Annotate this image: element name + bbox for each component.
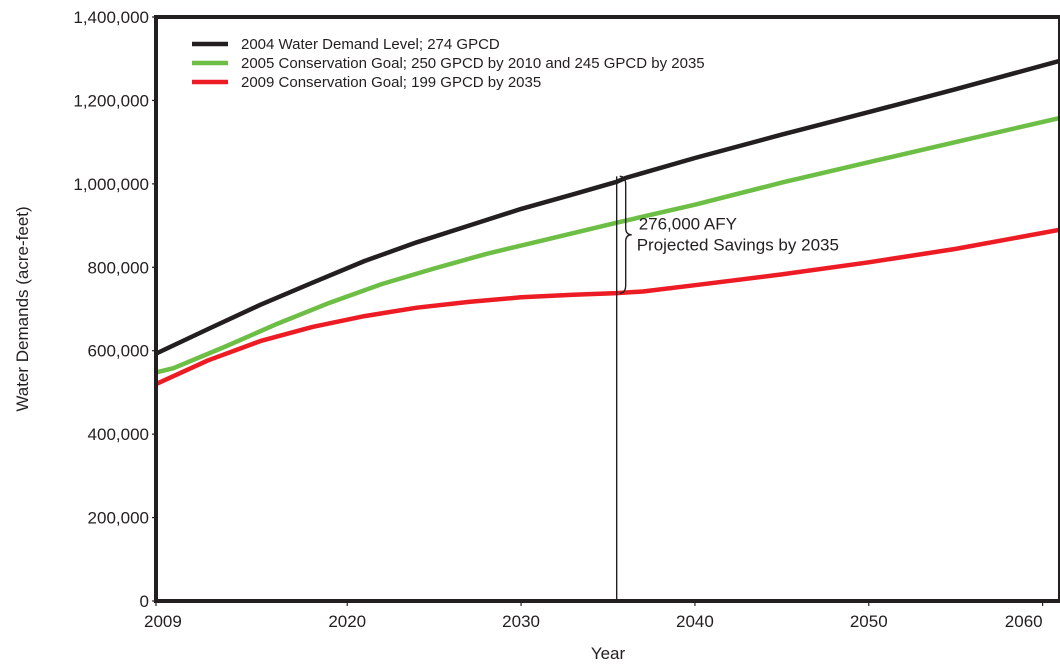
y-tick-label: 0 [140,592,149,611]
series-line-3 [155,227,1060,387]
series-line-2 [155,115,1060,375]
annotation-savings-label: Projected Savings by 2035 [637,236,839,255]
x-axis-title: Year [591,644,626,663]
legend-label-2: 2005 Conservation Goal; 250 GPCD by 2010… [241,55,705,72]
x-tick-label: 2030 [502,612,540,631]
y-tick-label: 400,000 [88,425,149,444]
legend: 2004 Water Demand Level; 274 GPCD 2005 Co… [192,36,705,91]
x-tick-label: 2050 [850,612,888,631]
plot-frame [154,15,1060,603]
y-tick-label: 600,000 [88,342,149,361]
y-tick-label: 800,000 [88,258,149,277]
legend-label-3: 2009 Conservation Goal; 199 GPCD by 2035 [241,74,541,91]
y-axis-title: Water Demands (acre-feet) [13,206,32,411]
ticks-layer: 0 200,000 400,000 600,000 800,000 1,000,000 1,… [73,8,1044,631]
series-layer [155,58,1060,387]
x-tick-label: 2009 [144,612,182,631]
y-tick-label: 1,000,000 [73,175,149,194]
series-line-1 [155,58,1060,356]
annotation-savings-value: 276,000 AFY [639,215,737,234]
x-tick-label: 2040 [676,612,714,631]
x-tick-label: 2060 [1005,612,1043,631]
legend-label-1: 2004 Water Demand Level; 274 GPCD [241,36,500,53]
y-tick-label: 1,400,000 [73,8,149,27]
y-tick-label: 200,000 [88,509,149,528]
y-tick-label: 1,200,000 [73,91,149,110]
annotation-layer: 276,000 AFY Projected Savings by 2035 [615,175,839,601]
x-tick-label: 2020 [328,612,366,631]
annotation-brace [619,175,632,294]
